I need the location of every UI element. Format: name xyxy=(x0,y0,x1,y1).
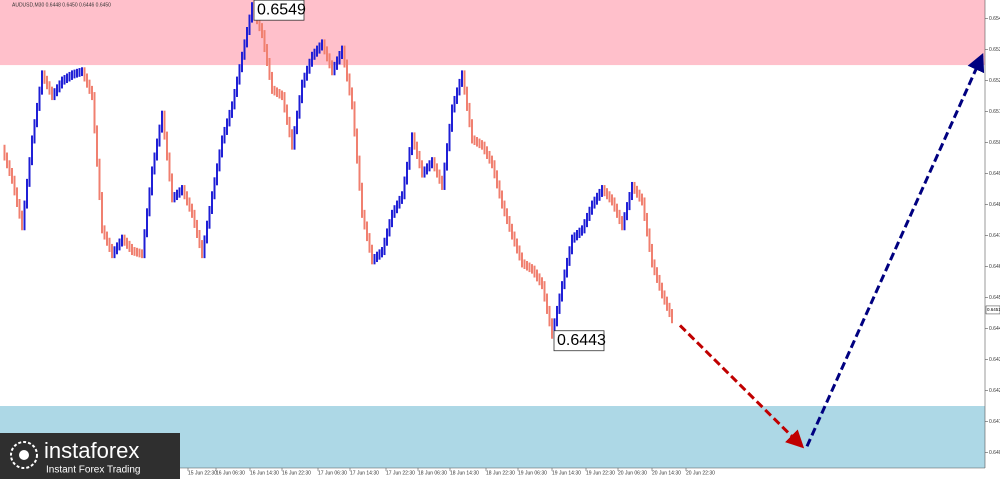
x-tick-label: 19 Jun 22:30 xyxy=(586,470,615,476)
y-tick-label: 0.6435 xyxy=(989,357,1000,363)
chart-header: AUDUSD,M30 0.6448 0.6450 0.6446 0.6450 xyxy=(12,2,111,8)
x-tick-label: 16 Jun 22:30 xyxy=(282,470,311,476)
x-tick-label: 17 Jun 22:30 xyxy=(386,470,415,476)
brand-tagline: Instant Forex Trading xyxy=(46,465,141,476)
price-tag-box xyxy=(985,305,1000,315)
y-tick-label: 0.6495 xyxy=(989,171,1000,177)
y-tick-label: 0.6445 xyxy=(989,326,1000,332)
brand-name: instaforex xyxy=(44,438,139,463)
y-tick-label: 0.6425 xyxy=(989,388,1000,394)
y-tick-label: 0.6465 xyxy=(989,264,1000,270)
x-tick-label: 20 Jun 22:30 xyxy=(686,470,715,476)
x-tick-label: 18 Jun 22:30 xyxy=(486,470,515,476)
x-tick-label: 16 Jun 14:30 xyxy=(250,470,279,476)
logo: instaforex Instant Forex Trading xyxy=(0,433,180,479)
y-tick-label: 0.6405 xyxy=(989,450,1000,456)
y-tick-label: 0.6535 xyxy=(989,47,1000,53)
x-tick-label: 19 Jun 06:30 xyxy=(518,470,547,476)
x-tick-label: 20 Jun 06:30 xyxy=(618,470,647,476)
annotation: 0.6443 xyxy=(557,332,606,349)
y-tick-label: 0.6525 xyxy=(989,78,1000,84)
y-tick-label: 0.6455 xyxy=(989,295,1000,301)
forecast-arrow xyxy=(678,324,805,449)
x-tick-label: 17 Jun 06:30 xyxy=(318,470,347,476)
y-tick-label: 0.6485 xyxy=(989,202,1000,208)
target-zone xyxy=(0,0,985,66)
y-tick-label: 0.6475 xyxy=(989,233,1000,239)
x-tick-label: 15 Jun 22:30 xyxy=(188,470,217,476)
x-tick-label: 16 Jun 06:30 xyxy=(216,470,245,476)
price-tag: 0.6451 xyxy=(987,307,1000,312)
y-tick-label: 0.6515 xyxy=(989,109,1000,115)
y-tick-label: 0.6545 xyxy=(989,16,1000,22)
logo-bg xyxy=(0,433,180,479)
forecast-arrow xyxy=(805,53,985,447)
x-tick-label: 17 Jun 14:30 xyxy=(350,470,379,476)
logo-icon xyxy=(19,450,29,460)
x-tick-label: 19 Jun 14:30 xyxy=(552,470,581,476)
annotation: 0.6549 xyxy=(257,1,306,18)
x-tick-label: 18 Jun 14:30 xyxy=(450,470,479,476)
logo-icon xyxy=(10,441,38,469)
annotation-box xyxy=(553,330,605,352)
annotation-box xyxy=(253,0,305,21)
x-tick-label: 20 Jun 14:30 xyxy=(652,470,681,476)
y-tick-label: 0.6505 xyxy=(989,140,1000,146)
x-tick-label: 18 Jun 06:30 xyxy=(418,470,447,476)
